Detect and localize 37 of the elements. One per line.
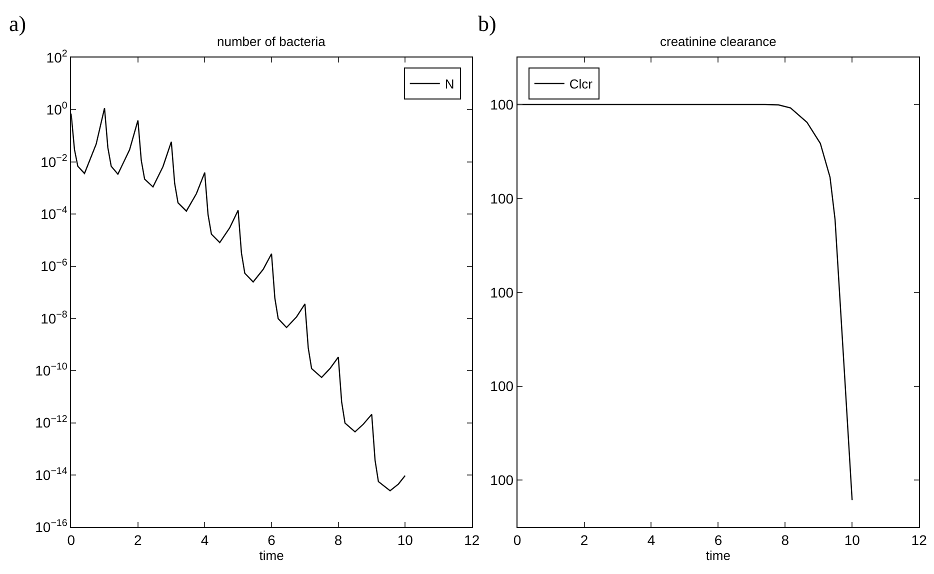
x-tick-label: 8 <box>334 532 342 548</box>
x-tick-label: 12 <box>911 532 928 548</box>
y-tick-label: 10$^{−4}$ <box>40 205 68 222</box>
y-tick-label: 10$^{2}$ <box>46 48 68 66</box>
x-tick-label: 4 <box>647 532 656 548</box>
x-tick-label: 6 <box>268 532 276 548</box>
x-axis-title: time <box>706 548 730 563</box>
x-tick-label: 8 <box>781 532 790 548</box>
text: a) <box>9 11 26 36</box>
y-tick-label: 10$^{−12}$ <box>35 414 68 431</box>
x-tick-label: 2 <box>134 532 142 548</box>
x-tick-label: 0 <box>67 532 76 548</box>
y-tick-label: 10$^{−16}$ <box>35 518 68 536</box>
x-tick-label: 2 <box>580 532 588 548</box>
text: 100 <box>490 284 514 300</box>
y-tick-label: 10$^{−14}$ <box>35 466 68 483</box>
x-axis-title: time <box>259 548 284 563</box>
y-tick-label: 10$^{−2}$ <box>40 152 68 170</box>
legend-label: N <box>444 76 454 92</box>
x-tick-label: 12 <box>464 532 480 548</box>
text: 100 <box>490 472 514 488</box>
x-tick-label: 4 <box>200 532 209 548</box>
text: 100 <box>490 378 514 394</box>
y-tick-label: 10$^{−10}$ <box>35 362 68 379</box>
x-tick-label: 0 <box>513 532 522 548</box>
x-tick-label: 6 <box>714 532 722 548</box>
y-tick-label: 10$^{−8}$ <box>40 309 68 326</box>
chart-title: number of bacteria <box>217 34 326 49</box>
series-label: Clcr <box>569 76 594 92</box>
y-tick-label: 10$^{0}$ <box>46 100 68 118</box>
y-tick-label: 10$^{−6}$ <box>40 257 68 274</box>
text: b) <box>478 11 496 36</box>
x-tick-label: 10 <box>844 532 860 548</box>
text: 100 <box>490 96 514 112</box>
text: 100 <box>490 190 514 206</box>
chart-title: creatinine clearance <box>660 34 776 49</box>
x-tick-label: 10 <box>397 532 414 548</box>
